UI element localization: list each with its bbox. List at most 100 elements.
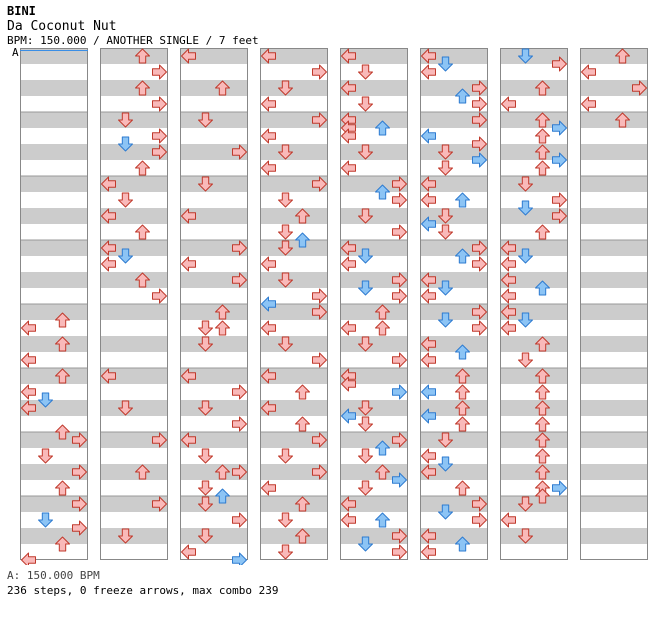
right-arrow-icon: [312, 64, 327, 80]
beat-stripe: [260, 400, 328, 416]
left-arrow-icon: [261, 160, 276, 176]
beat-stripe: [420, 240, 488, 256]
up-arrow-icon: [375, 320, 390, 336]
left-arrow-icon: [21, 384, 36, 400]
beat-stripe: [580, 240, 648, 256]
down-arrow-icon: [198, 320, 213, 336]
left-arrow-icon: [341, 496, 356, 512]
beat-stripe: [260, 528, 328, 544]
beat-stripe: [100, 240, 168, 256]
left-arrow-icon: [421, 64, 436, 80]
beat-stripe: [100, 144, 168, 160]
right-arrow-icon: [472, 512, 487, 528]
right-arrow-icon: [632, 80, 647, 96]
up-arrow-icon: [375, 464, 390, 480]
up-arrow-icon: [535, 448, 550, 464]
up-arrow-icon: [375, 512, 390, 528]
down-arrow-icon: [278, 144, 293, 160]
song-title: Da Coconut Nut: [7, 19, 117, 34]
beat-stripe: [340, 112, 408, 128]
up-arrow-icon: [535, 416, 550, 432]
down-arrow-icon: [518, 352, 533, 368]
step-chart: [20, 48, 648, 565]
down-arrow-icon: [438, 56, 453, 72]
column-border: [100, 48, 168, 560]
beat-stripe: [20, 48, 88, 64]
beat-stripe: [260, 368, 328, 384]
beat-stripe: [500, 496, 568, 512]
beat-stripe: [340, 336, 408, 352]
right-arrow-icon: [392, 472, 407, 488]
up-arrow-icon: [535, 160, 550, 176]
down-arrow-icon: [198, 480, 213, 496]
beat-stripe: [340, 368, 408, 384]
down-arrow-icon: [358, 400, 373, 416]
right-arrow-icon: [392, 528, 407, 544]
beat-stripe: [500, 176, 568, 192]
beat-stripe: [580, 176, 648, 192]
beat-stripe: [100, 208, 168, 224]
left-arrow-icon: [261, 96, 276, 112]
beat-stripe: [260, 336, 328, 352]
right-arrow-icon: [152, 96, 167, 112]
beat-stripe: [500, 400, 568, 416]
column-border: [500, 48, 568, 560]
left-arrow-icon: [501, 512, 516, 528]
beat-stripe: [20, 400, 88, 416]
beat-stripe: [100, 336, 168, 352]
right-arrow-icon: [472, 320, 487, 336]
right-arrow-icon: [472, 96, 487, 112]
column-border: [260, 48, 328, 560]
beat-stripe: [420, 48, 488, 64]
up-arrow-icon: [135, 464, 150, 480]
left-arrow-icon: [341, 256, 356, 272]
right-arrow-icon: [312, 288, 327, 304]
left-arrow-icon: [581, 64, 596, 80]
beat-stripe: [420, 432, 488, 448]
right-arrow-icon: [472, 496, 487, 512]
up-arrow-icon: [295, 208, 310, 224]
up-arrow-icon: [455, 416, 470, 432]
left-arrow-icon: [341, 128, 356, 144]
left-arrow-icon: [341, 240, 356, 256]
right-arrow-icon: [152, 432, 167, 448]
footer-bpm: A: 150.000 BPM: [7, 569, 100, 582]
down-arrow-icon: [438, 280, 453, 296]
beat-stripe: [580, 144, 648, 160]
up-arrow-icon: [615, 112, 630, 128]
beat-stripe: [420, 496, 488, 512]
up-arrow-icon: [535, 368, 550, 384]
beat-stripe: [580, 368, 648, 384]
left-arrow-icon: [501, 272, 516, 288]
beat-stripe: [500, 432, 568, 448]
up-arrow-icon: [535, 144, 550, 160]
beat-stripe: [580, 272, 648, 288]
right-arrow-icon: [472, 240, 487, 256]
down-arrow-icon: [438, 208, 453, 224]
up-arrow-icon: [295, 416, 310, 432]
up-arrow-icon: [215, 80, 230, 96]
beat-stripe: [100, 80, 168, 96]
down-arrow-icon: [118, 136, 133, 152]
left-arrow-icon: [181, 432, 196, 448]
beat-stripe: [260, 144, 328, 160]
right-arrow-icon: [72, 496, 87, 512]
up-arrow-icon: [375, 120, 390, 136]
beat-stripe: [100, 464, 168, 480]
up-arrow-icon: [535, 400, 550, 416]
right-arrow-icon: [312, 176, 327, 192]
beat-stripe: [180, 208, 248, 224]
left-arrow-icon: [421, 216, 436, 232]
beat-stripe: [500, 240, 568, 256]
beat-stripe: [180, 112, 248, 128]
right-arrow-icon: [232, 512, 247, 528]
beat-stripe: [20, 144, 88, 160]
down-arrow-icon: [198, 400, 213, 416]
right-arrow-icon: [552, 208, 567, 224]
down-arrow-icon: [438, 432, 453, 448]
beat-stripe: [260, 80, 328, 96]
beat-stripe: [340, 496, 408, 512]
left-arrow-icon: [421, 464, 436, 480]
left-arrow-icon: [341, 408, 356, 424]
up-arrow-icon: [295, 528, 310, 544]
